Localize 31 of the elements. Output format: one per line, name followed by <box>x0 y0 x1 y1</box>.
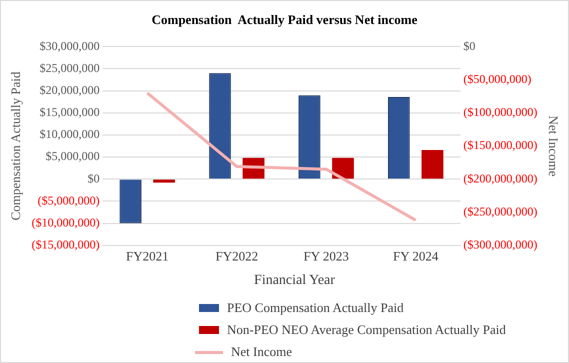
y-tick-label: ($5,000,000) <box>38 193 100 208</box>
y-tick-label: $30,000,000 <box>40 38 100 53</box>
y-tick-label: $20,000,000 <box>40 82 100 97</box>
y-tick-label: $15,000,000 <box>40 105 100 120</box>
x-tick-label: FY 2023 <box>304 248 349 264</box>
y2-axis-title: Net Income <box>546 115 561 177</box>
y2-tick-label: ($300,000,000) <box>463 238 538 252</box>
legend-label: Net Income <box>231 344 292 360</box>
legend-label: Non-PEO NEO Average Compensation Actually Paid <box>227 322 506 338</box>
y-tick-label: ($15,000,000) <box>32 238 100 252</box>
y2-tick-label: ($100,000,000) <box>463 105 538 120</box>
y-tick-label: $10,000,000 <box>40 127 100 142</box>
y-tick-label: $0 <box>88 171 100 186</box>
x-tick-label: FY2022 <box>215 248 258 264</box>
y2-tick-label: ($50,000,000) <box>463 72 532 86</box>
y-tick-label: ($10,000,000) <box>32 215 100 230</box>
legend-label: PEO Compensation Actually Paid <box>227 300 404 316</box>
y2-tick-label: ($200,000,000) <box>463 171 538 186</box>
y-tick-label: $25,000,000 <box>40 60 100 75</box>
x-tick-label: FY2021 <box>126 248 169 264</box>
y-tick-label: $5,000,000 <box>46 149 100 164</box>
y2-tick-label: ($150,000,000) <box>463 138 538 152</box>
x-axis-title: Financial Year <box>253 273 336 289</box>
y-axis-title: Compensation Actually Paid <box>8 71 24 220</box>
bar <box>332 158 354 179</box>
bar <box>422 150 444 179</box>
x-tick-label: FY 2024 <box>392 248 439 264</box>
bar <box>153 180 175 183</box>
y2-tick-label: ($250,000,000) <box>463 204 538 218</box>
chart-title: Compensation Actually Paid versus Net income <box>152 12 418 28</box>
y2-tick-label: $0 <box>463 38 476 53</box>
